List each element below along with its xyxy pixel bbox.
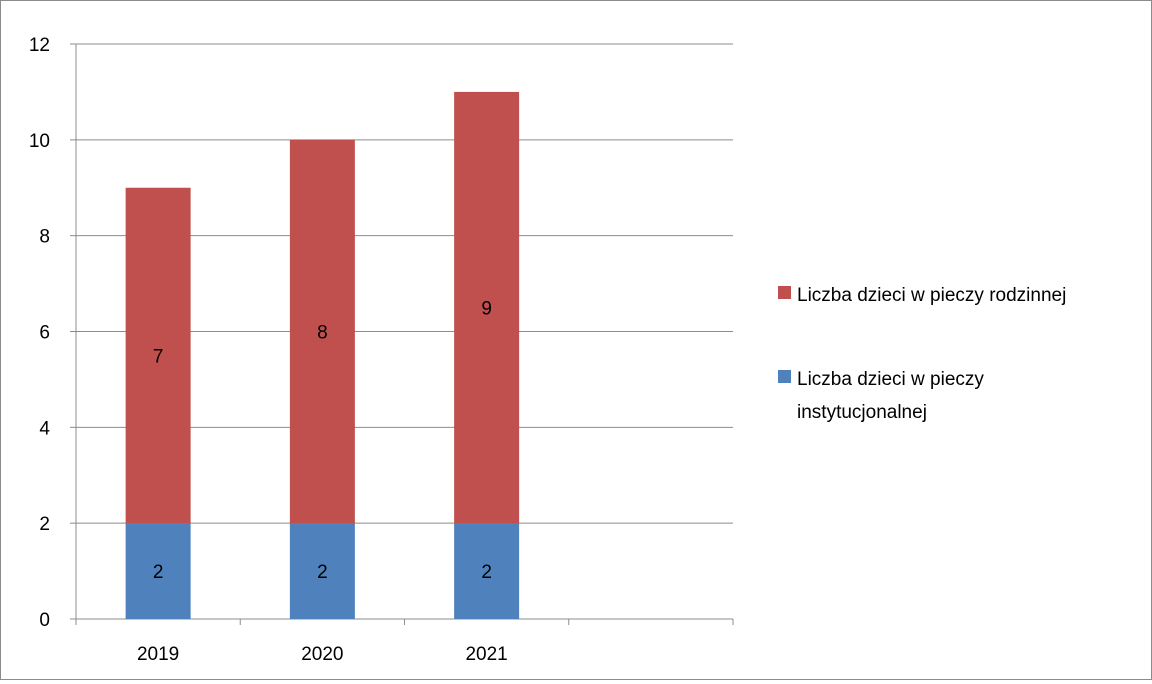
data-labels: 2 7 2 8 2 9 bbox=[153, 299, 492, 584]
bar-segment bbox=[454, 91, 520, 524]
bar-segment bbox=[289, 523, 355, 619]
x-tick-label: 2021 bbox=[465, 644, 507, 665]
data-label: 9 bbox=[481, 299, 492, 320]
x-tick-label: 2019 bbox=[137, 644, 179, 665]
data-label: 7 bbox=[153, 346, 164, 367]
legend-label: Liczba dzieci w pieczy rodzinnej bbox=[797, 285, 1066, 306]
legend-swatch bbox=[778, 286, 791, 299]
bar-segment bbox=[125, 523, 191, 619]
bar-segment bbox=[454, 523, 520, 619]
data-label: 8 bbox=[317, 323, 328, 344]
data-label: 2 bbox=[317, 562, 328, 583]
data-label: 2 bbox=[481, 562, 492, 583]
data-label: 2 bbox=[153, 562, 164, 583]
axes: 0 2 4 6 8 10 12 2019 2020 2021 bbox=[29, 35, 734, 665]
bar-segment bbox=[125, 187, 191, 524]
y-tick-label: 4 bbox=[39, 418, 50, 439]
y-tick-label: 12 bbox=[29, 35, 50, 56]
legend-label: instytucjonalnej bbox=[797, 402, 927, 423]
y-tick-label: 10 bbox=[29, 131, 50, 152]
y-tick-label: 2 bbox=[39, 514, 50, 535]
y-tick-label: 6 bbox=[39, 323, 50, 344]
legend-label: Liczba dzieci w pieczy bbox=[797, 369, 984, 390]
legend-swatch bbox=[778, 370, 791, 383]
legend: Liczba dzieci w pieczy rodzinnej Liczba d… bbox=[778, 285, 1066, 423]
bar-segment bbox=[289, 139, 355, 524]
y-tick-label: 0 bbox=[39, 610, 50, 631]
bars bbox=[125, 91, 520, 619]
x-tick-label: 2020 bbox=[301, 644, 343, 665]
y-tick-label: 8 bbox=[39, 227, 50, 248]
